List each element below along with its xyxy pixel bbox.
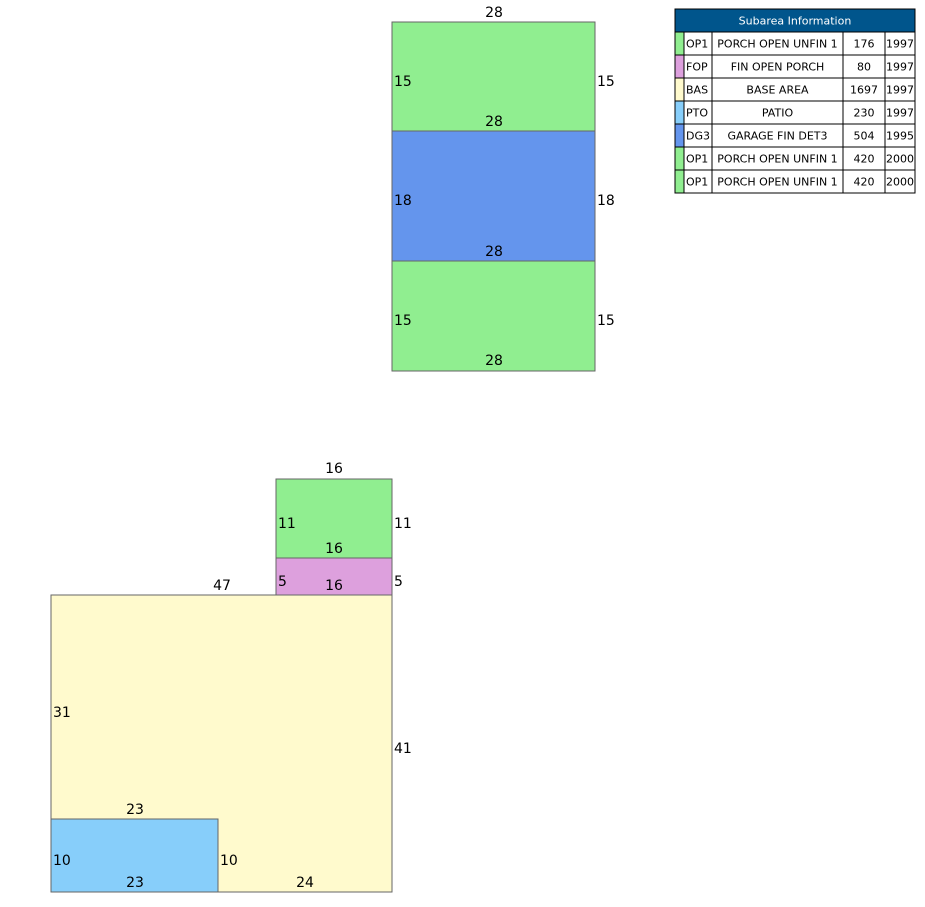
- row-swatch: [674, 146, 685, 171]
- dimension-label: 15: [394, 313, 412, 329]
- dimension-label: 47: [213, 578, 231, 594]
- dimension-label: 28: [485, 244, 503, 260]
- row-swatch: [674, 31, 685, 56]
- dimension-label: 5: [278, 574, 287, 590]
- dimension-label: 23: [126, 875, 144, 891]
- cell-text: PORCH OPEN UNFIN 1: [717, 153, 837, 166]
- dimension-label: 10: [220, 853, 238, 869]
- cell-text: 504: [854, 130, 875, 143]
- subarea-shape: [275, 557, 393, 596]
- table-title: Subarea Information: [739, 15, 852, 28]
- cell-text: PATIO: [762, 107, 794, 120]
- dimension-label: 16: [325, 578, 343, 594]
- cell-text: PTO: [686, 107, 708, 120]
- row-swatch: [674, 169, 685, 194]
- cell-text: PORCH OPEN UNFIN 1: [717, 38, 837, 51]
- dimension-label: 24: [296, 875, 314, 891]
- cell-text: 2000: [886, 176, 914, 189]
- dimension-label: 5: [394, 574, 403, 590]
- dimension-label: 18: [394, 193, 412, 209]
- cell-text: 2000: [886, 153, 914, 166]
- cell-text: BAS: [686, 84, 708, 97]
- subarea-shape: [391, 21, 596, 132]
- cell-text: GARAGE FIN DET3: [728, 130, 828, 143]
- row-swatch: [674, 77, 685, 102]
- dimension-label: 11: [394, 516, 412, 532]
- cell-text: 230: [854, 107, 875, 120]
- dimension-label: 31: [53, 705, 71, 721]
- row-swatch: [674, 100, 685, 125]
- cell-text: DG3: [686, 130, 710, 143]
- dimension-label: 41: [394, 741, 412, 757]
- dimension-label: 23: [126, 802, 144, 818]
- cell-text: FIN OPEN PORCH: [731, 61, 825, 74]
- cell-text: 1697: [850, 84, 878, 97]
- cell-text: OP1: [686, 38, 708, 51]
- row-swatch: [674, 123, 685, 148]
- cell-text: 420: [854, 153, 875, 166]
- cell-text: OP1: [686, 153, 708, 166]
- cell-text: 420: [854, 176, 875, 189]
- dimension-label: 15: [597, 313, 615, 329]
- row-swatch: [674, 54, 685, 79]
- dimension-label: 28: [485, 114, 503, 130]
- table-cell: [884, 169, 916, 194]
- cell-text: FOP: [686, 61, 708, 74]
- dimension-label: 15: [394, 74, 412, 90]
- dimension-label: 11: [278, 516, 296, 532]
- cell-text: 1995: [886, 130, 914, 143]
- cell-text: 80: [857, 61, 871, 74]
- dimension-label: 16: [325, 461, 343, 477]
- cell-text: PORCH OPEN UNFIN 1: [717, 176, 837, 189]
- cell-text: OP1: [686, 176, 708, 189]
- cell-text: 1997: [886, 107, 914, 120]
- dimension-label: 18: [597, 193, 615, 209]
- subarea-shape: [275, 478, 393, 559]
- cell-text: BASE AREA: [746, 84, 809, 97]
- subarea-shape: [391, 260, 596, 372]
- cell-text: 176: [854, 38, 875, 51]
- dimension-label: 10: [53, 853, 71, 869]
- dimension-label: 28: [485, 5, 503, 21]
- subarea-shape: [391, 130, 596, 262]
- dimension-label: 15: [597, 74, 615, 90]
- dimension-label: 28: [485, 353, 503, 369]
- dimension-label: 16: [325, 541, 343, 557]
- cell-text: 1997: [886, 38, 914, 51]
- cell-text: 1997: [886, 61, 914, 74]
- subarea-shape: [50, 818, 219, 893]
- cell-text: 1997: [886, 84, 914, 97]
